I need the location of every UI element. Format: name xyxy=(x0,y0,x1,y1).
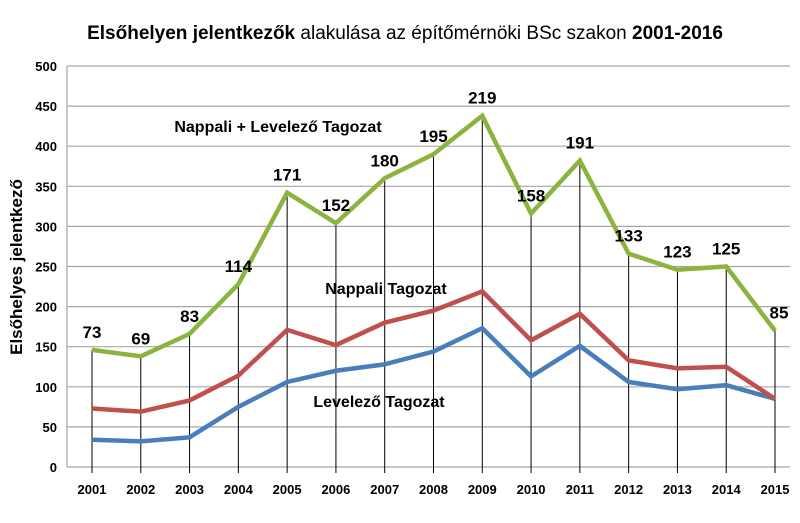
x-tick-label: 2006 xyxy=(321,482,350,497)
y-tick-label: 50 xyxy=(43,420,57,435)
y-tick-label: 200 xyxy=(35,300,57,315)
y-tick-label: 250 xyxy=(35,260,57,275)
x-tick-label: 2014 xyxy=(712,482,742,497)
data-label: 158 xyxy=(517,187,545,206)
series-lines xyxy=(91,112,777,444)
title-part: Elsőhelyen jelentkezők xyxy=(87,23,295,44)
data-label: 73 xyxy=(83,323,102,342)
y-tick-label: 500 xyxy=(35,59,57,74)
x-tick-label: 2003 xyxy=(175,482,204,497)
title-part: alakulása az építőmérnöki BSc szakon xyxy=(295,23,632,44)
x-tick-label: 2013 xyxy=(663,482,692,497)
data-label: 123 xyxy=(663,243,691,262)
data-label: 114 xyxy=(225,257,253,276)
data-label: 171 xyxy=(273,166,301,185)
x-tick-label: 2002 xyxy=(126,482,155,497)
x-tick-label: 2010 xyxy=(517,482,546,497)
data-label: 219 xyxy=(468,89,496,108)
data-label: 180 xyxy=(371,151,399,170)
y-tick-label: 350 xyxy=(35,179,57,194)
x-tick-label: 2009 xyxy=(468,482,497,497)
x-tick-label: 2015 xyxy=(761,482,790,497)
y-tick-label: 300 xyxy=(35,219,57,234)
series-label-levelezo: Levelező Tagozat xyxy=(313,394,445,411)
data-label: 69 xyxy=(131,329,150,348)
x-tick-label: 2001 xyxy=(78,482,107,497)
data-label: 152 xyxy=(322,196,350,215)
x-tick-label: 2005 xyxy=(273,482,302,497)
y-tick-label: 150 xyxy=(35,340,57,355)
y-axis-label: Elsőhelyes jelentkező xyxy=(7,179,26,355)
chart-title: Elsőhelyen jelentkezők alakulása az épít… xyxy=(87,23,723,44)
x-tick-label: 2007 xyxy=(370,482,399,497)
data-label: 125 xyxy=(712,240,740,259)
x-tick-label: 2011 xyxy=(566,482,594,497)
data-label: 195 xyxy=(419,127,447,146)
x-tick-label: 2012 xyxy=(614,482,643,497)
data-label: 133 xyxy=(614,227,642,246)
series-label-nappali: Nappali Tagozat xyxy=(325,281,447,298)
grid xyxy=(66,65,790,473)
series-label-total: Nappali + Levelező Tagozat xyxy=(174,119,382,136)
x-axis-ticks: 2001 2002 2003 2004 2005 2006 2007 2008 2009 2010… xyxy=(78,482,790,497)
x-tick-label: 2008 xyxy=(419,482,448,497)
data-label: 83 xyxy=(180,307,199,326)
y-axis-ticks: 0 50 100 150 200 250 300 350 400 450 500 xyxy=(35,59,57,475)
y-tick-label: 0 xyxy=(50,460,57,475)
data-labels: 73 69 83 114 171 152 180 195 219 158 191 133 123 125 8… xyxy=(83,89,789,349)
y-tick-label: 100 xyxy=(35,380,57,395)
data-label: 85 xyxy=(770,304,789,323)
y-tick-label: 400 xyxy=(35,139,57,154)
title-part: 2001-2016 xyxy=(632,23,723,44)
data-label: 191 xyxy=(566,134,594,153)
y-tick-label: 450 xyxy=(35,99,57,114)
x-tick-label: 2004 xyxy=(224,482,254,497)
